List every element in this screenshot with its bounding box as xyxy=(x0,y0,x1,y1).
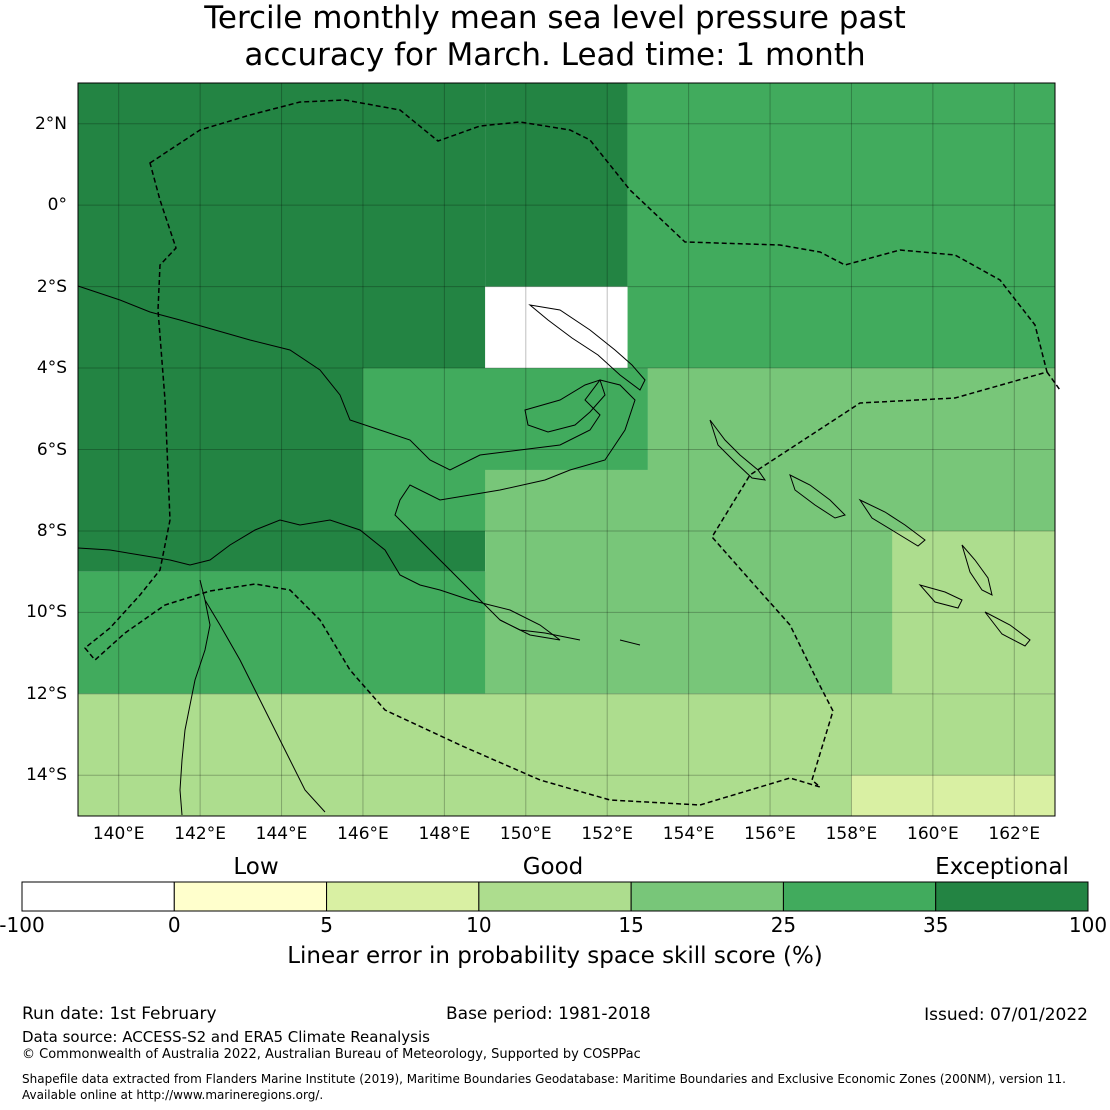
coastline-solomon-choiseul xyxy=(789,474,846,519)
lat-tick-label: 2°S xyxy=(36,276,67,297)
coastline-solomon-isabel xyxy=(858,498,926,547)
lat-tick-label: 12°S xyxy=(26,683,67,704)
graticule xyxy=(78,83,1055,816)
eez-png xyxy=(83,99,1048,806)
coastline-new-guinea xyxy=(77,285,636,641)
lat-tick-label: 6°S xyxy=(36,439,67,460)
lon-tick-label: 144°E xyxy=(255,824,308,844)
map-frame xyxy=(77,82,1056,817)
lon-tick-label: 152°E xyxy=(581,824,634,844)
colorbar-tick-label: 25 xyxy=(770,913,797,937)
colorbar-tick-label: 5 xyxy=(320,913,333,937)
colorbar-tick-label: 15 xyxy=(618,913,644,937)
chart-title: Tercile monthly mean sea level pressure … xyxy=(0,0,1110,74)
copyright: © Commonwealth of Australia 2022, Austra… xyxy=(22,1047,641,1062)
colorbar-bin xyxy=(326,881,480,912)
lon-tick-label: 158°E xyxy=(825,824,878,844)
colorbar-tick-label: -100 xyxy=(0,913,45,937)
lat-tick-label: 8°S xyxy=(36,520,67,541)
region-good-east-ocean xyxy=(627,83,1055,369)
lat-tick-label: 14°S xyxy=(26,765,67,786)
shapefile-credit-1: Shapefile data extracted from Flanders M… xyxy=(22,1072,1066,1086)
coastline-bougainville xyxy=(709,419,767,481)
lat-tick-label: 0° xyxy=(47,195,67,216)
region-exceptional-north-central xyxy=(485,83,628,287)
colorbar-tick-label: 35 xyxy=(922,913,949,937)
data-source: Data source: ACCESS-S2 and ERA5 Climate … xyxy=(22,1028,430,1046)
lon-tick-label: 146°E xyxy=(337,824,389,844)
coastline-new-britain xyxy=(524,379,606,433)
region-good-south-png xyxy=(78,571,526,694)
coastlines xyxy=(77,285,1031,816)
category-exceptional-label: Exceptional xyxy=(935,854,1069,880)
lon-tick-label: 154°E xyxy=(662,824,715,844)
coastline-new-ireland xyxy=(528,304,646,391)
category-low-label: Low xyxy=(233,854,279,880)
run-date: Run date: 1st February xyxy=(22,1004,217,1024)
issued-date: Issued: 07/01/2022 xyxy=(924,1005,1088,1025)
colorbar-bin xyxy=(782,881,937,912)
colorbar-bin xyxy=(478,881,632,912)
shapefile-credit-2: Available online at http://www.marinereg… xyxy=(22,1088,324,1102)
lat-tick-label: 2°N xyxy=(34,113,67,134)
coastline-makira xyxy=(984,611,1031,647)
colorbar-tick-label: 100 xyxy=(1068,913,1108,937)
coastline-louisiade xyxy=(499,619,641,646)
lon-tick-label: 162°E xyxy=(988,824,1041,844)
colorbar-bin xyxy=(935,881,1089,912)
lat-tick-label: 4°S xyxy=(36,358,67,379)
lon-tick-label: 160°E xyxy=(907,824,959,844)
coastline-solomon-guadalcanal xyxy=(918,584,963,609)
skill-grid xyxy=(78,83,1055,816)
lat-tick-label: 10°S xyxy=(26,602,67,623)
lon-tick-label: 142°E xyxy=(174,824,226,844)
eez-boundaries xyxy=(83,99,1061,806)
base-period: Base period: 1981-2018 xyxy=(446,1004,651,1024)
colorbar-axis-label: Linear error in probability space skill … xyxy=(287,943,823,969)
colorbar-bin xyxy=(21,881,175,912)
lon-tick-label: 140°E xyxy=(92,824,145,844)
colorbar-tick-label: 10 xyxy=(466,913,492,937)
lon-tick-label: 148°E xyxy=(418,824,471,844)
category-good-label: Good xyxy=(522,854,584,880)
coastline-cape-york xyxy=(179,579,326,816)
colorbar xyxy=(21,881,1089,912)
coastline-solomon-malaita xyxy=(961,544,993,596)
colorbar-tick-label: 0 xyxy=(167,913,181,937)
lon-tick-label: 150°E xyxy=(499,824,552,844)
title-line-2: accuracy for March. Lead time: 1 month xyxy=(244,37,866,73)
lon-tick-label: 156°E xyxy=(744,824,796,844)
colorbar-bin xyxy=(630,881,784,912)
region-very-low-southeast-corner xyxy=(851,775,1055,816)
colorbar-bin xyxy=(173,881,328,912)
title-line-1: Tercile monthly mean sea level pressure … xyxy=(204,0,906,36)
region-moderate-coral-sea xyxy=(485,469,933,694)
eez-solomons-east xyxy=(1046,371,1061,391)
